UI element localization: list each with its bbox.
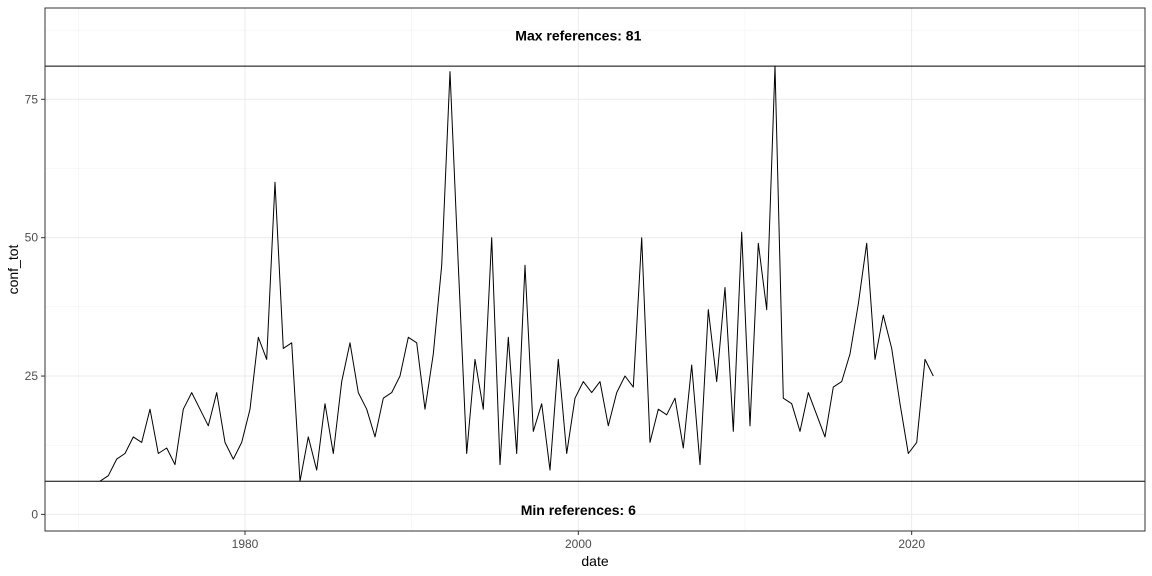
y-axis-title: conf_tot: [5, 244, 21, 294]
line-layer: [99, 65, 934, 482]
x-tick-label: 1980: [232, 537, 259, 551]
panel-border: [44, 7, 1146, 532]
x-tick-label: 2000: [565, 537, 592, 551]
y-tick-label: 0: [31, 507, 38, 521]
hline-layer: [45, 65, 1145, 482]
y-tick-label: 50: [25, 231, 39, 245]
annotation-label: Max references: 81: [515, 28, 641, 44]
series-line: [99, 65, 934, 482]
annotation-label: Min references: 6: [521, 502, 636, 518]
y-tick-label: 25: [25, 369, 39, 383]
annotation-layer: Max references: 81 Min references: 6: [515, 28, 641, 518]
y-tick-label: 75: [25, 92, 39, 106]
x-axis-title: date: [581, 553, 608, 569]
x-tick-label: 2020: [898, 537, 925, 551]
grid-layer: [45, 8, 1145, 531]
ticks-layer: 1980 2000 2020 0 25 50 75: [25, 92, 926, 551]
